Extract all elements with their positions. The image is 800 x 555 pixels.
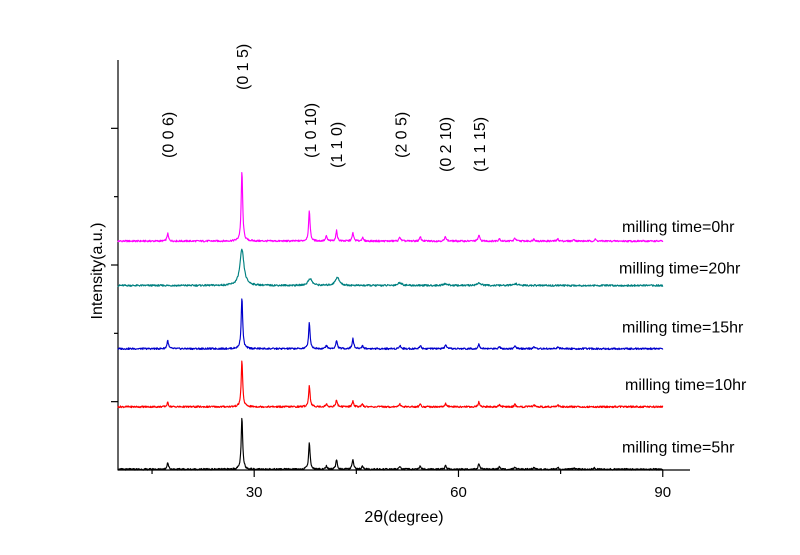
- x-tick-label: 90: [654, 484, 671, 501]
- series-trace-3: [117, 360, 664, 409]
- peak-label: (0 1 5): [235, 44, 252, 90]
- x-tick-label: 60: [450, 484, 467, 501]
- series-label: milling time=20hr: [619, 261, 741, 278]
- x-axis-label: 2θ(degree): [364, 507, 443, 526]
- peak-label: (1 1 15): [472, 117, 489, 172]
- series-layer: [117, 172, 664, 471]
- x-tick-label: 30: [246, 484, 263, 501]
- series-label: milling time=10hr: [625, 377, 747, 394]
- peak-label: (1 1 0): [329, 122, 346, 168]
- series-trace-1: [117, 248, 664, 287]
- peak-label: (1 0 10): [303, 103, 320, 158]
- series-trace-2: [117, 298, 664, 351]
- series-label: milling time=5hr: [622, 439, 735, 456]
- labels-layer: 2θ(degree) Intensity(a.u.) milling time=0h…: [89, 44, 747, 526]
- series-trace-0: [117, 172, 664, 243]
- peak-label: (0 2 10): [438, 117, 455, 172]
- series-label: milling time=0hr: [622, 219, 735, 236]
- y-axis-label: Intensity(a.u.): [89, 223, 106, 320]
- series-trace-4: [117, 417, 664, 471]
- peak-label: (2 0 5): [394, 112, 411, 158]
- series-label: milling time=15hr: [622, 320, 744, 337]
- peak-label: (0 0 6): [161, 112, 178, 158]
